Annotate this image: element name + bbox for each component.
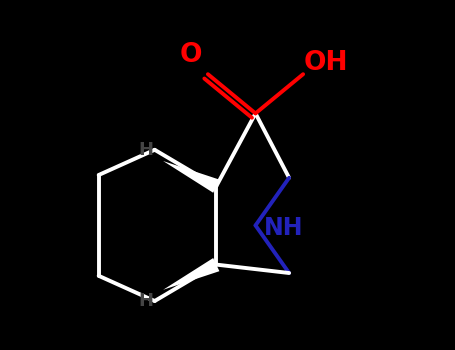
Text: NH: NH: [264, 216, 303, 240]
Text: H: H: [139, 292, 154, 310]
Text: O: O: [180, 42, 202, 68]
Polygon shape: [163, 258, 219, 290]
Text: OH: OH: [303, 50, 348, 76]
Polygon shape: [163, 161, 219, 193]
Text: H: H: [139, 141, 154, 159]
